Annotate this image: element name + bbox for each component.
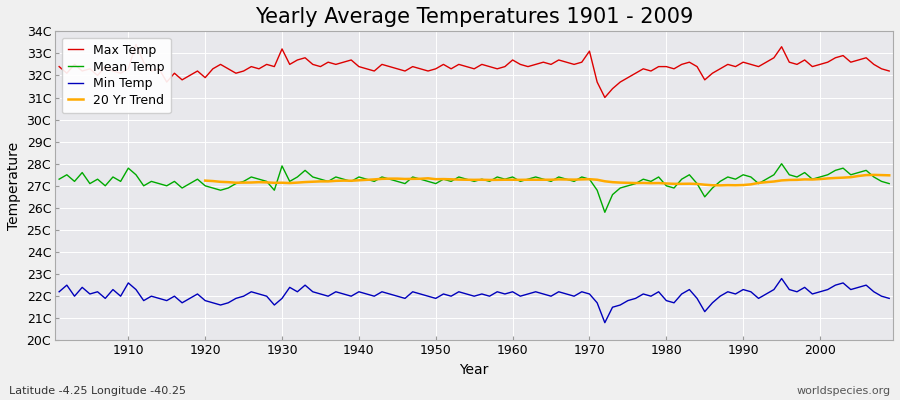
Max Temp [115, 71, 126, 76]
Max Temp [615, 80, 626, 84]
20 Yr Trend [884, 173, 895, 178]
Min Temp [115, 294, 126, 298]
Min Temp [330, 289, 341, 294]
Line: Mean Temp: Mean Temp [59, 164, 889, 212]
20 Yr Trend [200, 178, 211, 183]
Mean Temp [608, 192, 618, 197]
Text: Latitude -4.25 Longitude -40.25: Latitude -4.25 Longitude -40.25 [9, 386, 186, 396]
Min Temp [508, 289, 518, 294]
Mean Temp [884, 181, 895, 186]
Y-axis label: Temperature: Temperature [7, 142, 21, 230]
Mean Temp [284, 179, 295, 184]
Line: Max Temp: Max Temp [59, 44, 889, 98]
20 Yr Trend [868, 172, 879, 177]
X-axis label: Year: Year [460, 363, 489, 377]
20 Yr Trend [676, 182, 687, 186]
20 Yr Trend [776, 178, 787, 183]
Max Temp [884, 69, 895, 74]
Title: Yearly Average Temperatures 1901 - 2009: Yearly Average Temperatures 1901 - 2009 [255, 7, 693, 27]
Line: Min Temp: Min Temp [59, 278, 889, 323]
Min Temp [599, 320, 610, 325]
Min Temp [284, 285, 295, 290]
Min Temp [500, 292, 510, 296]
20 Yr Trend [715, 183, 725, 188]
Min Temp [884, 296, 895, 301]
20 Yr Trend [408, 176, 418, 181]
Mean Temp [115, 179, 126, 184]
Max Temp [338, 60, 349, 64]
Legend: Max Temp, Mean Temp, Min Temp, 20 Yr Trend: Max Temp, Mean Temp, Min Temp, 20 Yr Tre… [61, 38, 170, 113]
20 Yr Trend [292, 180, 302, 185]
Max Temp [130, 42, 141, 47]
Mean Temp [500, 177, 510, 182]
Max Temp [599, 95, 610, 100]
Min Temp [54, 289, 65, 294]
Mean Temp [776, 161, 787, 166]
Min Temp [608, 305, 618, 310]
Max Temp [292, 58, 302, 62]
Min Temp [776, 276, 787, 281]
Text: worldspecies.org: worldspecies.org [796, 386, 891, 396]
Max Temp [508, 58, 518, 62]
Line: 20 Yr Trend: 20 Yr Trend [205, 175, 889, 185]
20 Yr Trend [792, 178, 803, 182]
20 Yr Trend [860, 173, 871, 178]
Mean Temp [54, 177, 65, 182]
Mean Temp [508, 174, 518, 179]
Mean Temp [330, 174, 341, 179]
Mean Temp [599, 210, 610, 215]
Max Temp [515, 62, 526, 67]
Max Temp [54, 64, 65, 69]
